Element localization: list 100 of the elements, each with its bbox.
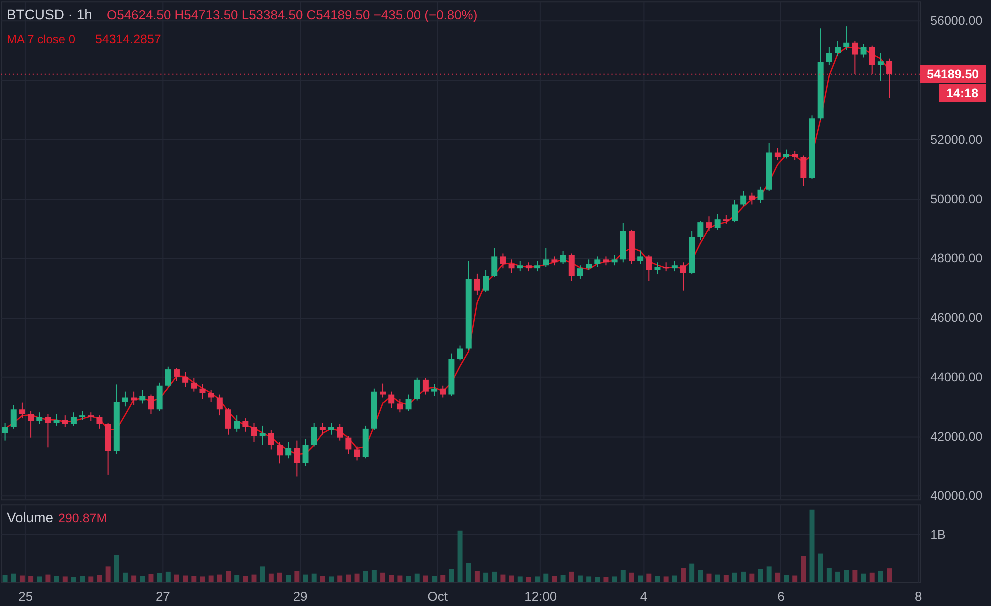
bar (732, 572, 738, 582)
candlestick (706, 216, 712, 232)
bar (46, 574, 51, 582)
bar (226, 571, 231, 582)
annotation: 54314.2857 (95, 32, 162, 47)
bar (406, 576, 412, 582)
bar (234, 575, 240, 582)
candlestick (96, 415, 103, 430)
candlestick (251, 422, 258, 443)
candlestick (543, 248, 550, 268)
candlestick (586, 259, 592, 271)
y-tick-label: 48000.00 (930, 252, 983, 266)
bar (157, 573, 162, 582)
bar (706, 574, 712, 582)
text: 14:18 (946, 86, 979, 100)
candlestick (800, 155, 807, 187)
bar (268, 574, 274, 582)
bar (604, 577, 609, 582)
bar (114, 555, 120, 582)
candlestick (714, 214, 721, 230)
candlestick (654, 262, 661, 276)
candlestick (242, 418, 249, 432)
candlestick (844, 26, 850, 51)
x-tick-label: 27 (156, 588, 170, 604)
bar (518, 576, 523, 582)
candlestick (268, 430, 274, 450)
candlestick (70, 412, 77, 426)
candlestick (328, 422, 335, 436)
bar (217, 574, 222, 582)
bar (329, 576, 334, 582)
bar (458, 530, 463, 582)
candlestick (508, 259, 515, 274)
candlestick (165, 366, 172, 388)
candlestick (432, 384, 438, 397)
bar (414, 574, 420, 582)
bar (20, 576, 25, 582)
candlestick (774, 148, 781, 161)
candlestick (560, 250, 566, 265)
candlestick (500, 253, 506, 270)
x-tick-label: 29 (293, 588, 308, 604)
candlestick (156, 382, 163, 412)
bar (672, 576, 678, 582)
bar (698, 570, 704, 582)
candlestick (45, 414, 52, 448)
candlestick (320, 422, 326, 436)
bar (54, 576, 60, 582)
bar (612, 576, 618, 582)
bar (544, 574, 549, 582)
candlestick (294, 440, 300, 478)
candlestick (200, 384, 206, 400)
bar (294, 571, 300, 582)
bar (784, 575, 789, 582)
x-tick-label: 12:00 (524, 588, 558, 604)
bar (766, 566, 772, 582)
bar (312, 574, 317, 582)
candlestick (140, 390, 146, 404)
bar (826, 568, 832, 582)
bar (346, 574, 352, 582)
bar (758, 569, 764, 582)
candlestick (286, 442, 292, 460)
text: MA 7 close 0 (6, 32, 76, 47)
candlestick (208, 390, 214, 403)
candlestick (749, 192, 756, 206)
candlestick (612, 254, 618, 266)
bar (492, 572, 498, 582)
x-tick-label: 6 (778, 588, 785, 604)
candlestick (234, 415, 240, 432)
bar (88, 576, 94, 582)
y-tick-label: 44000.00 (930, 370, 983, 384)
bar (629, 572, 634, 582)
candlestick (380, 383, 386, 398)
candlestick (474, 273, 480, 296)
bar (818, 554, 824, 582)
bar (106, 566, 111, 582)
bar (680, 568, 686, 582)
candlestick (698, 220, 704, 241)
candlestick (422, 378, 429, 396)
bar (28, 576, 34, 582)
bar (2, 575, 8, 582)
bar (80, 576, 86, 582)
chart-title: Volume (6, 510, 54, 526)
bar (200, 576, 206, 582)
bar (466, 563, 472, 582)
candlestick (388, 391, 395, 409)
bar (690, 564, 695, 582)
candlestick (148, 394, 154, 415)
candlestick (672, 260, 678, 272)
x-tick-label: Oct (428, 588, 448, 604)
bar (878, 570, 884, 582)
bar (148, 574, 154, 582)
bar (655, 576, 660, 582)
bar (638, 576, 644, 582)
bar (260, 566, 266, 582)
bar (398, 576, 403, 582)
bar (620, 570, 626, 582)
bar (646, 574, 652, 582)
bar (354, 574, 360, 582)
bar (664, 576, 669, 582)
bar (132, 576, 137, 582)
bar (208, 576, 214, 582)
